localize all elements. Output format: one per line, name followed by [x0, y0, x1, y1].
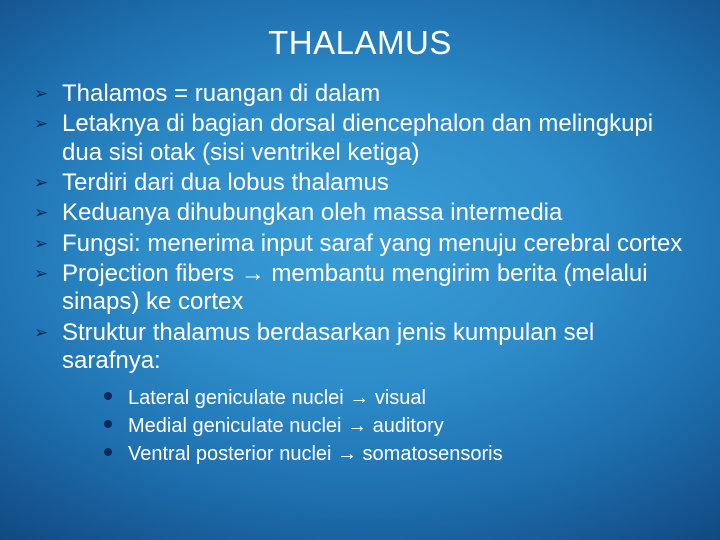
- list-item: Lateral geniculate nuclei → visual: [98, 385, 692, 411]
- chevron-right-icon: ➢: [34, 84, 48, 104]
- page-title: THALAMUS: [28, 24, 692, 62]
- list-item: Medial geniculate nuclei → auditory: [98, 413, 692, 439]
- list-item-text: Medial geniculate nuclei → auditory: [128, 415, 444, 437]
- list-item-text: Fungsi: menerima input saraf yang menuju…: [62, 230, 682, 257]
- list-item: ➢ Struktur thalamus berdasarkan jenis ku…: [28, 319, 692, 468]
- disc-icon: [104, 392, 112, 400]
- bullet-list-level1: ➢ Thalamos = ruangan di dalam ➢ Letaknya…: [28, 80, 692, 467]
- list-item-text: Terdiri dari dua lobus thalamus: [62, 169, 389, 196]
- list-item-text: Keduanya dihubungkan oleh massa intermed…: [62, 199, 562, 226]
- list-item-text: Thalamos = ruangan di dalam: [62, 80, 380, 107]
- list-item: ➢ Terdiri dari dua lobus thalamus: [28, 169, 692, 197]
- chevron-right-icon: ➢: [34, 173, 48, 193]
- bullet-list-level2: Lateral geniculate nuclei → visual Media…: [62, 385, 692, 467]
- disc-icon: [104, 420, 112, 428]
- list-item-text: Ventral posterior nuclei → somatosensori…: [128, 443, 503, 465]
- list-item: Ventral posterior nuclei → somatosensori…: [98, 441, 692, 467]
- chevron-right-icon: ➢: [34, 114, 48, 134]
- list-item: ➢ Projection fibers → membantu mengirim …: [28, 260, 692, 317]
- chevron-right-icon: ➢: [34, 203, 48, 223]
- list-item-text: Lateral geniculate nuclei → visual: [128, 387, 426, 409]
- disc-icon: [104, 448, 112, 456]
- list-item: ➢ Fungsi: menerima input saraf yang menu…: [28, 230, 692, 258]
- list-item-text: Letaknya di bagian dorsal diencephalon d…: [62, 110, 653, 165]
- chevron-right-icon: ➢: [34, 264, 48, 284]
- list-item-text: Projection fibers → membantu mengirim be…: [62, 260, 648, 315]
- chevron-right-icon: ➢: [34, 234, 48, 254]
- list-item-text: Struktur thalamus berdasarkan jenis kump…: [62, 319, 594, 374]
- list-item: ➢ Letaknya di bagian dorsal diencephalon…: [28, 110, 692, 167]
- chevron-right-icon: ➢: [34, 323, 48, 343]
- list-item: ➢ Thalamos = ruangan di dalam: [28, 80, 692, 108]
- list-item: ➢ Keduanya dihubungkan oleh massa interm…: [28, 199, 692, 227]
- slide: THALAMUS ➢ Thalamos = ruangan di dalam ➢…: [0, 0, 720, 540]
